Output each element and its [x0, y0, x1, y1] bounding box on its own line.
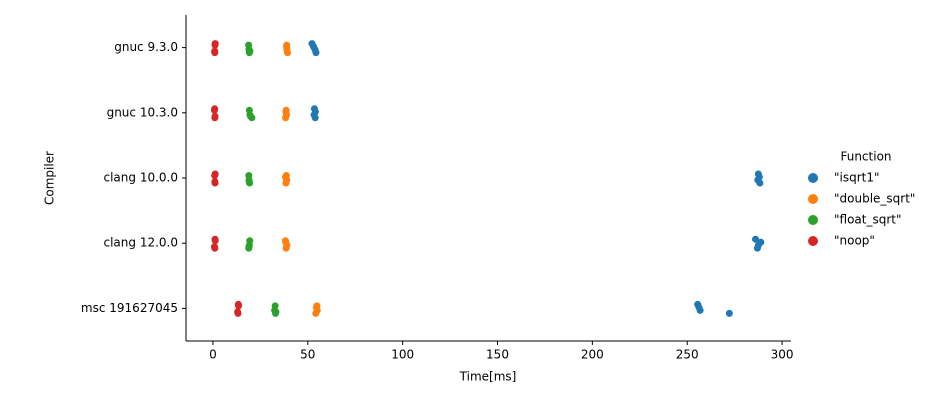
point [753, 244, 761, 252]
legend-label: "float_sqrt" [834, 213, 902, 227]
legend-label: "double_sqrt" [834, 192, 915, 206]
y-axis-label: Compiler [43, 151, 57, 205]
point [211, 112, 219, 120]
x-axis-label: Time[ms] [459, 370, 517, 384]
point [211, 235, 219, 243]
legend-title: Function [840, 150, 891, 164]
legend-marker [808, 194, 818, 204]
y-tick-label: gnuc 9.3.0 [114, 40, 178, 54]
point [211, 47, 219, 55]
point [725, 309, 733, 317]
y-tick-label: gnuc 10.3.0 [107, 105, 178, 119]
x-tick-label: 150 [486, 348, 509, 362]
point [282, 179, 290, 187]
point [272, 308, 280, 316]
point [245, 172, 253, 179]
x-tick-label: 250 [676, 348, 699, 362]
point [312, 49, 320, 57]
point [246, 237, 254, 245]
point [282, 106, 290, 114]
point [282, 172, 290, 179]
point [245, 178, 253, 185]
point [283, 49, 291, 57]
x-tick-label: 50 [300, 348, 315, 362]
x-tick-label: 300 [771, 348, 794, 362]
y-tick-label: msc 191627045 [81, 301, 178, 315]
point [245, 243, 253, 251]
point [211, 105, 219, 113]
legend-label: "isqrt1" [834, 171, 880, 185]
point [282, 114, 290, 122]
point [211, 170, 219, 178]
point [311, 114, 319, 122]
point [245, 41, 253, 49]
point [312, 309, 320, 317]
point [246, 47, 254, 55]
point [271, 302, 279, 310]
x-tick-label: 0 [209, 348, 217, 362]
point [211, 178, 219, 185]
legend-marker [808, 236, 818, 246]
point [234, 300, 242, 308]
point [696, 306, 704, 314]
point [313, 302, 321, 310]
x-tick-label: 200 [581, 348, 604, 362]
y-tick-label: clang 10.0.0 [104, 171, 179, 185]
point [281, 237, 289, 245]
legend-label: "noop" [834, 234, 875, 248]
legend-marker [808, 215, 818, 225]
point [211, 40, 219, 48]
point [210, 243, 218, 251]
point [752, 235, 760, 243]
y-tick-label: clang 12.0.0 [104, 236, 179, 250]
point [283, 41, 291, 49]
point [234, 308, 242, 316]
point [245, 106, 253, 114]
legend-marker [808, 173, 818, 183]
point [282, 244, 290, 252]
point [247, 112, 255, 120]
point [756, 179, 764, 187]
x-tick-label: 100 [391, 348, 414, 362]
